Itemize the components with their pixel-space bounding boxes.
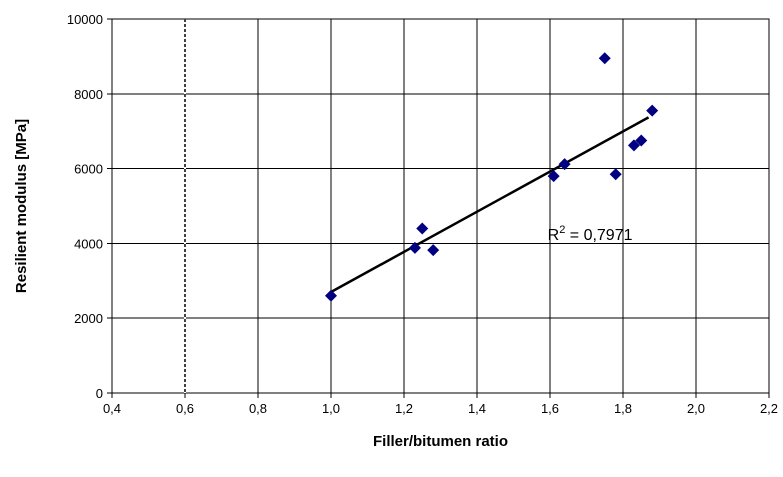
x-tick-label: 0,8 xyxy=(249,401,267,416)
x-tick-label: 1,6 xyxy=(541,401,559,416)
reference-line-group xyxy=(184,19,186,393)
trendline xyxy=(330,116,650,294)
x-tick-label: 1,2 xyxy=(395,401,413,416)
data-points xyxy=(325,52,659,302)
data-point-9 xyxy=(627,139,640,152)
x-tick-labels: 0,4 0,6 0,8 1,0 1,2 1,4 1,6 1,8 2,0 2,2 xyxy=(103,401,778,416)
r-squared-base: R xyxy=(548,227,560,244)
data-point-7 xyxy=(598,52,611,65)
x-axis-title: Filler/bitumen ratio xyxy=(373,433,508,450)
y-tick-label: 6000 xyxy=(74,162,103,177)
plot-frame xyxy=(111,18,770,394)
y-tick-label: 10000 xyxy=(67,12,103,27)
data-point-10 xyxy=(635,134,648,147)
x-tick-label: 0,6 xyxy=(176,401,194,416)
y-axis-title: Resilient modulus [MPa] xyxy=(13,119,30,293)
data-point-1 xyxy=(325,289,337,302)
y-tick-label: 0 xyxy=(96,386,103,401)
trendline-group xyxy=(330,116,650,294)
data-point-6 xyxy=(558,158,571,171)
r-squared-annotation: R2 = 0,7971 xyxy=(548,224,633,244)
x-tick-label: 2,0 xyxy=(687,401,705,416)
y-tick-label: 4000 xyxy=(74,236,103,251)
y-tick-label: 2000 xyxy=(74,311,103,326)
data-point-4 xyxy=(427,244,440,257)
data-point-3 xyxy=(416,222,429,235)
data-point-5 xyxy=(547,170,560,183)
y-tick-labels: 0 2000 4000 6000 8000 10000 xyxy=(67,12,103,401)
grid xyxy=(107,18,770,398)
data-point-8 xyxy=(609,168,622,181)
data-point-2 xyxy=(408,241,421,254)
x-tick-label: 1,8 xyxy=(614,401,632,416)
data-point-11 xyxy=(646,104,659,117)
x-tick-label: 0,4 xyxy=(103,401,121,416)
x-tick-label: 1,0 xyxy=(322,401,340,416)
x-tick-label: 1,4 xyxy=(468,401,486,416)
x-tick-label: 2,2 xyxy=(760,401,778,416)
r-squared-value: = 0,7971 xyxy=(565,227,632,244)
r-squared-superscript: 2 xyxy=(559,224,565,236)
y-tick-label: 8000 xyxy=(74,87,103,102)
